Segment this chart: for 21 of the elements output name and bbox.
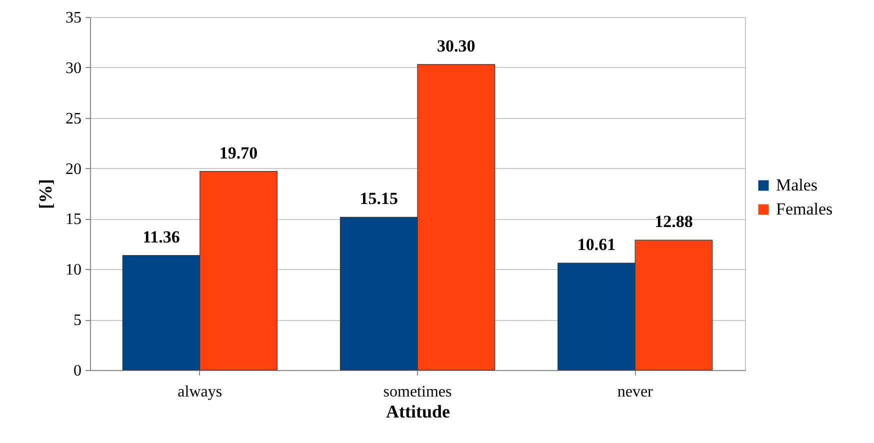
x-axis-title: Attitude — [386, 402, 450, 422]
y-tick-label: 35 — [66, 10, 82, 26]
x-tick-label: sometimes — [383, 384, 452, 400]
y-tick-label: 20 — [66, 160, 82, 178]
data-label: 19.70 — [219, 143, 258, 162]
y-tick-label: 10 — [66, 262, 82, 279]
data-label: 12.88 — [654, 212, 693, 232]
data-label: 30.30 — [437, 36, 476, 56]
y-tick-label: 0 — [74, 362, 82, 380]
x-tick-label: never — [617, 384, 654, 400]
y-tick-label: 25 — [66, 110, 82, 128]
y-tick-label: 15 — [66, 211, 82, 228]
y-tick-label: 30 — [66, 60, 82, 77]
x-tick-label: always — [178, 384, 222, 400]
y-axis-title: [%] — [36, 179, 56, 209]
y-tick-label: 5 — [74, 312, 82, 330]
legend-label: Males — [776, 176, 818, 194]
data-label: 11.36 — [142, 227, 180, 246]
legend-label: Females — [776, 200, 833, 218]
data-label: 15.15 — [360, 189, 398, 208]
data-label: 10.61 — [577, 234, 616, 254]
